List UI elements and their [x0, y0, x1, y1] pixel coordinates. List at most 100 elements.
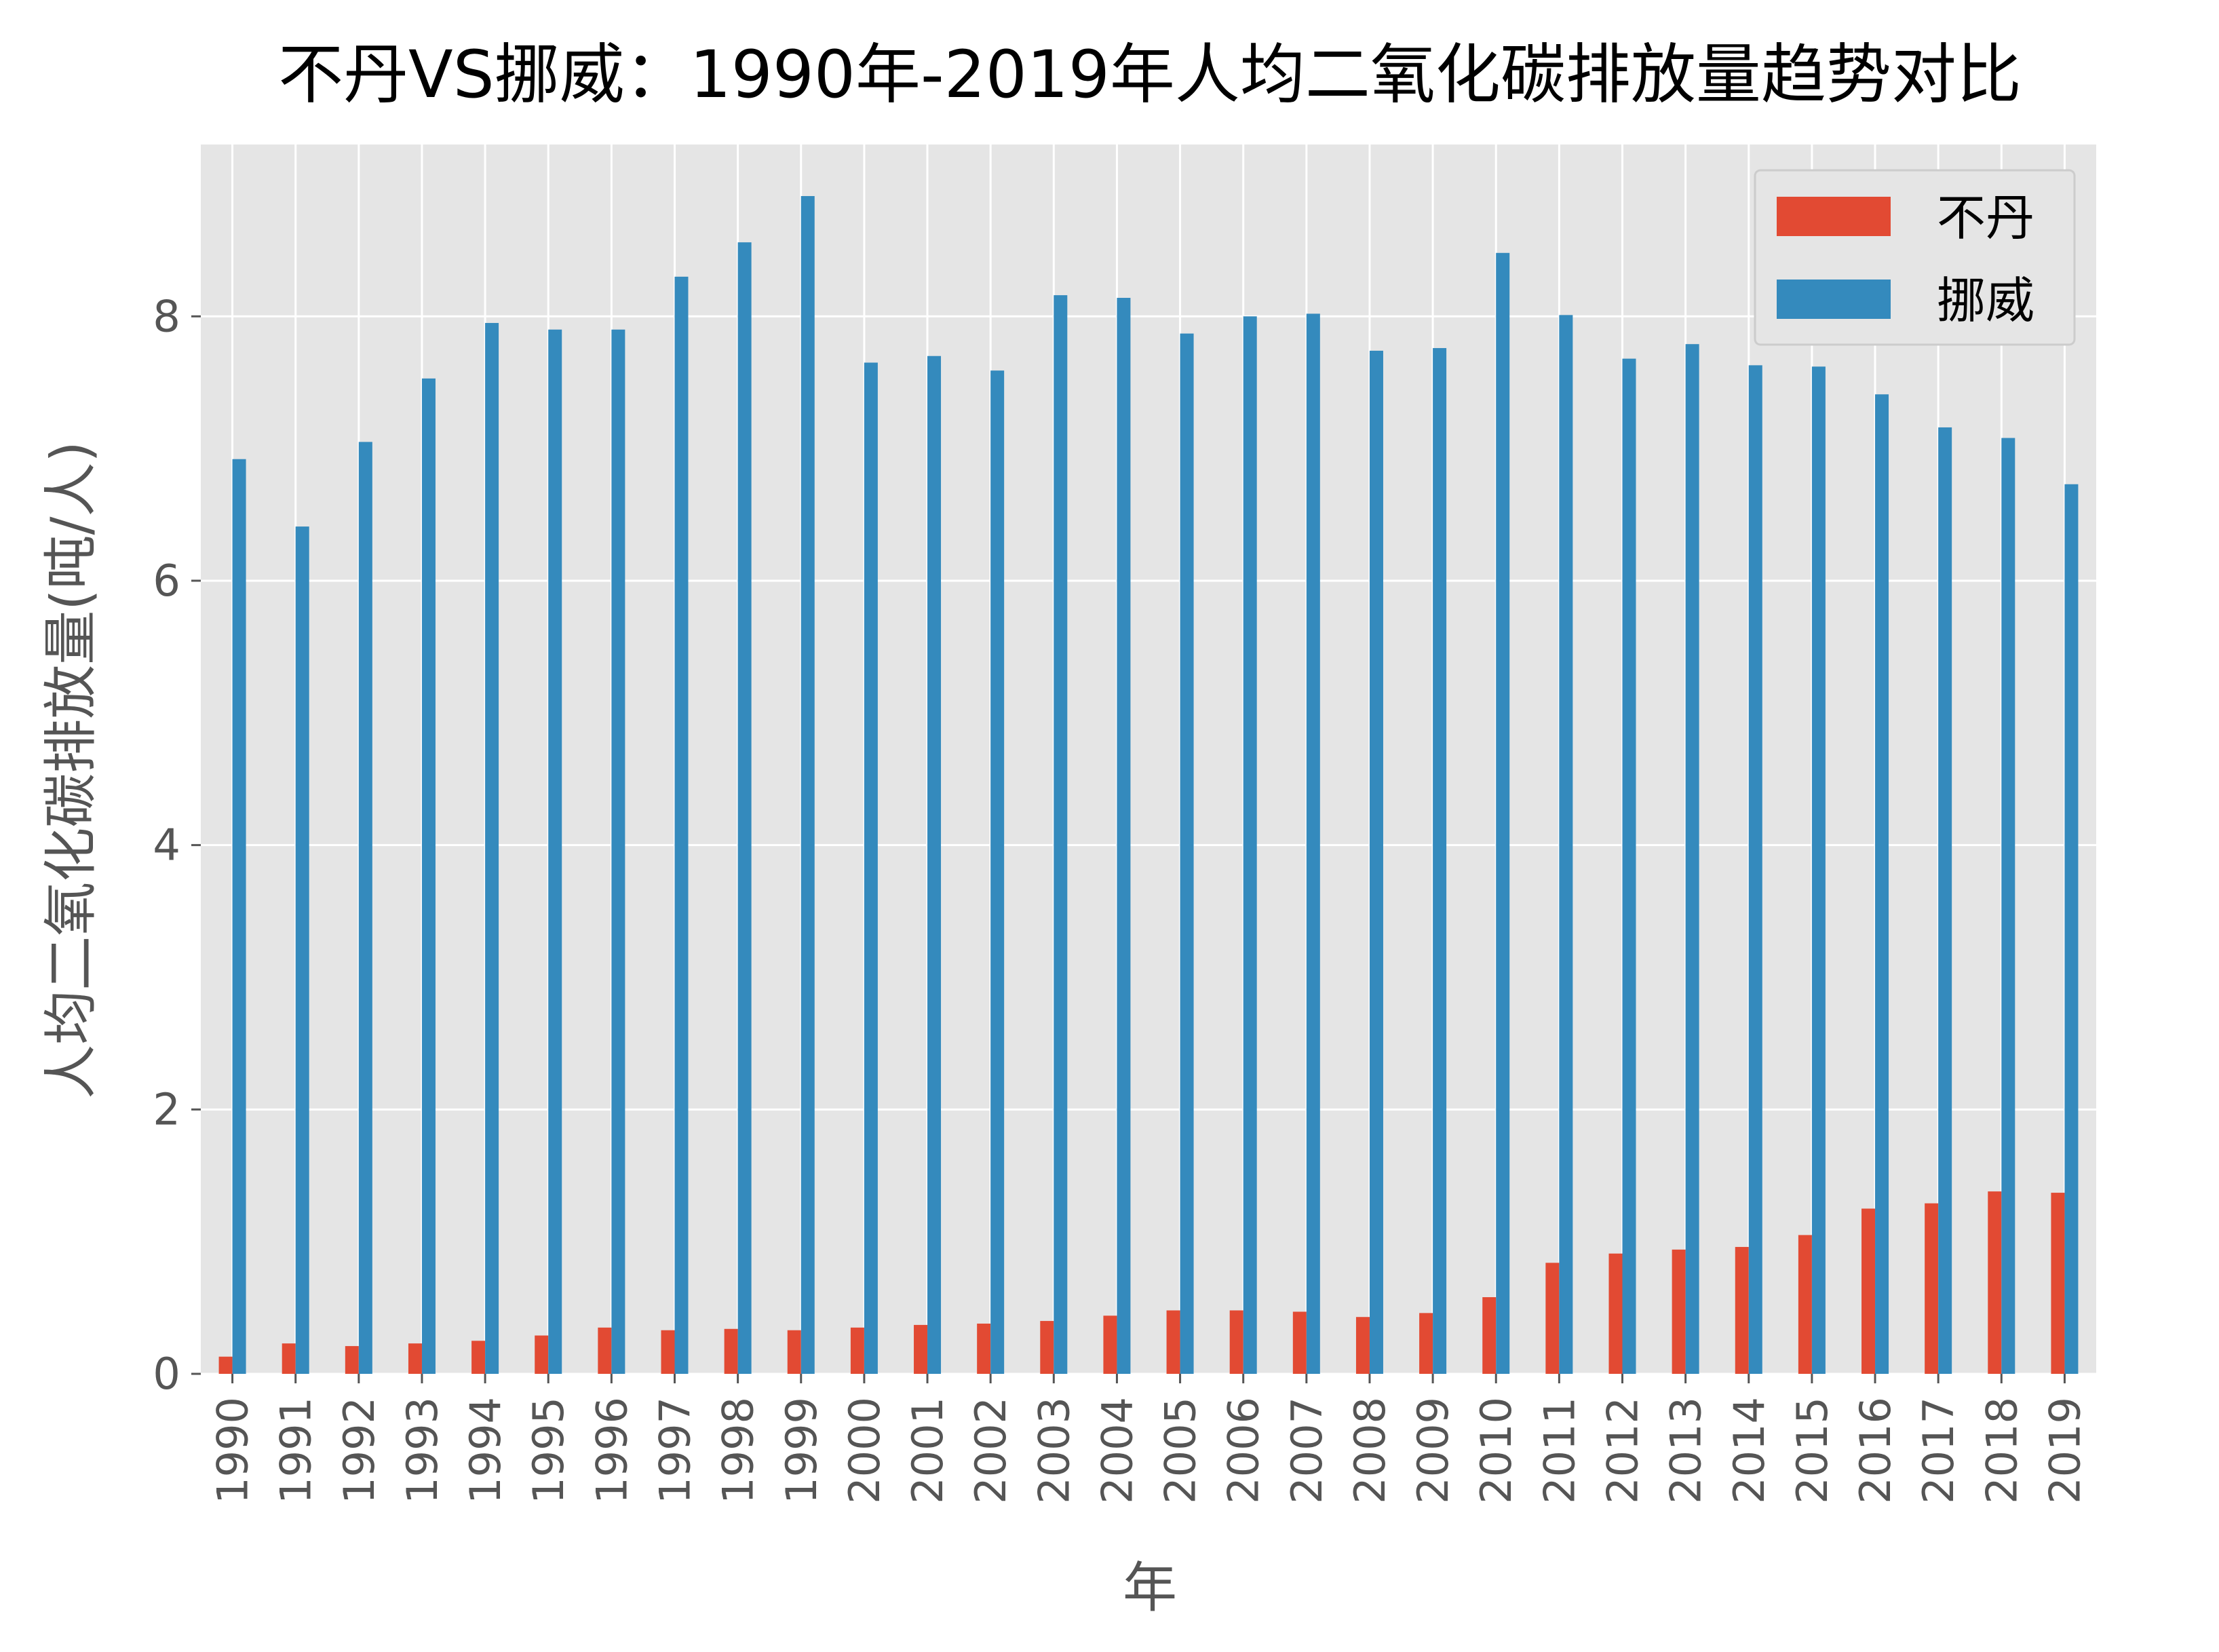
bar-bhutan-2007: [1292, 1311, 1307, 1374]
bar-bhutan-2000: [850, 1327, 864, 1374]
bar-norway-2008: [1369, 350, 1383, 1374]
bar-norway-1995: [548, 329, 562, 1375]
bar-norway-1999: [800, 195, 815, 1375]
bar-bhutan-2003: [1040, 1321, 1054, 1374]
x-tick-label: 2007: [1282, 1397, 1332, 1504]
bar-bhutan-2019: [2051, 1193, 2065, 1374]
x-tick-label: 2013: [1661, 1397, 1711, 1504]
x-tick-label: 1992: [334, 1397, 384, 1504]
x-tick-label: 2019: [2040, 1397, 2089, 1504]
bar-norway-2011: [1559, 315, 1573, 1375]
bar-bhutan-2008: [1355, 1317, 1370, 1374]
x-tick-label: 2017: [1914, 1397, 1963, 1504]
bar-norway-2005: [1180, 333, 1194, 1374]
x-tick-label: 2000: [840, 1397, 889, 1504]
bar-bhutan-2010: [1482, 1296, 1497, 1374]
bar-bhutan-1997: [661, 1330, 675, 1374]
y-tick-label: 2: [153, 1085, 180, 1135]
y-tick-label: 6: [153, 556, 180, 607]
x-tick-label: 1993: [398, 1397, 447, 1504]
x-tick-label: 1995: [524, 1397, 573, 1504]
x-tick-label: 2016: [1851, 1397, 1900, 1504]
legend: 不丹 挪威: [1754, 169, 2076, 346]
bar-bhutan-1993: [408, 1343, 422, 1374]
bar-bhutan-2013: [1672, 1249, 1686, 1374]
legend-swatch-bhutan: [1777, 197, 1891, 236]
bar-norway-1994: [485, 323, 499, 1375]
x-tick-label: 1990: [208, 1397, 258, 1504]
y-tick-label: 8: [153, 292, 180, 342]
legend-label-bhutan: 不丹: [1937, 189, 2034, 246]
bar-bhutan-1998: [724, 1328, 738, 1374]
bar-bhutan-2018: [1988, 1191, 2002, 1374]
bar-norway-1991: [295, 526, 309, 1374]
y-axis: 0 2 4 6 8: [153, 292, 201, 1400]
x-tick-label: 1998: [714, 1397, 763, 1504]
bar-bhutan-1991: [282, 1343, 296, 1374]
bar-bhutan-2001: [914, 1324, 928, 1374]
bar-norway-2018: [2001, 438, 2015, 1374]
x-tick-label: 1994: [461, 1397, 510, 1504]
bar-bhutan-2012: [1608, 1253, 1623, 1374]
bar-norway-1990: [232, 459, 246, 1375]
bar-norway-2004: [1117, 298, 1131, 1374]
bar-norway-1992: [358, 442, 372, 1374]
bar-bhutan-2009: [1419, 1313, 1433, 1374]
bar-bhutan-1996: [598, 1327, 612, 1374]
x-tick-label: 1996: [587, 1397, 636, 1504]
x-tick-label: 2015: [1788, 1397, 1837, 1504]
bar-norway-1996: [611, 329, 625, 1375]
bar-bhutan-2014: [1735, 1246, 1749, 1374]
bar-bhutan-2015: [1798, 1235, 1812, 1374]
chart-title: 不丹VS挪威：1990年-2019年人均二氧化碳排放量趋势对比: [278, 37, 2022, 113]
bar-bhutan-1995: [535, 1335, 549, 1374]
x-tick-label: 2003: [1029, 1397, 1079, 1504]
x-tick-label: 1999: [777, 1397, 826, 1504]
legend-swatch-norway: [1777, 280, 1891, 319]
bar-bhutan-1999: [787, 1330, 801, 1374]
bar-norway-2000: [864, 362, 878, 1374]
x-tick-label: 2002: [966, 1397, 1016, 1504]
x-tick-label: 1997: [651, 1397, 700, 1504]
bar-bhutan-1994: [471, 1341, 486, 1374]
x-tick-label: 2005: [1156, 1397, 1205, 1504]
x-tick-label: 1991: [271, 1397, 321, 1504]
bar-norway-2007: [1306, 313, 1320, 1374]
x-tick-label: 2009: [1408, 1397, 1458, 1504]
x-tick-label: 2001: [903, 1397, 952, 1504]
bar-bhutan-2017: [1925, 1203, 1939, 1374]
x-tick-label: 2004: [1092, 1397, 1142, 1504]
bar-norway-2016: [1875, 394, 1889, 1375]
bar-norway-2012: [1622, 358, 1636, 1375]
bar-norway-2009: [1433, 348, 1447, 1374]
bar-bhutan-1992: [345, 1346, 359, 1374]
bar-bhutan-2006: [1229, 1310, 1243, 1374]
plot-area: [201, 145, 2096, 1374]
bar-bhutan-2016: [1861, 1208, 1876, 1374]
x-tick-label: 2018: [1977, 1397, 2026, 1504]
bar-norway-1993: [421, 378, 436, 1374]
bar-norway-2019: [2064, 484, 2079, 1374]
bar-norway-1997: [674, 276, 689, 1374]
y-axis-label: 人均二氧化碳排放量(吨/人): [39, 441, 102, 1098]
bar-norway-2017: [1938, 427, 1952, 1374]
bar-norway-2003: [1054, 295, 1068, 1375]
bar-norway-1998: [737, 242, 752, 1374]
x-tick-label: 2011: [1535, 1397, 1584, 1504]
bar-bhutan-1990: [218, 1356, 233, 1374]
bar-norway-2001: [927, 356, 942, 1374]
y-tick-label: 0: [153, 1349, 180, 1400]
bar-bhutan-2002: [977, 1323, 991, 1374]
x-tick-label: 2010: [1471, 1397, 1521, 1504]
bar-norway-2013: [1685, 344, 1699, 1375]
bar-norway-2006: [1243, 316, 1257, 1375]
bar-bhutan-2004: [1103, 1315, 1117, 1374]
bar-norway-2002: [990, 370, 1005, 1374]
x-axis-label: 年: [1123, 1556, 1177, 1619]
x-tick-label: 2008: [1345, 1397, 1395, 1504]
bar-bhutan-2011: [1545, 1263, 1560, 1374]
bar-norway-2015: [1811, 366, 1826, 1374]
x-tick-label: 2012: [1598, 1397, 1648, 1504]
